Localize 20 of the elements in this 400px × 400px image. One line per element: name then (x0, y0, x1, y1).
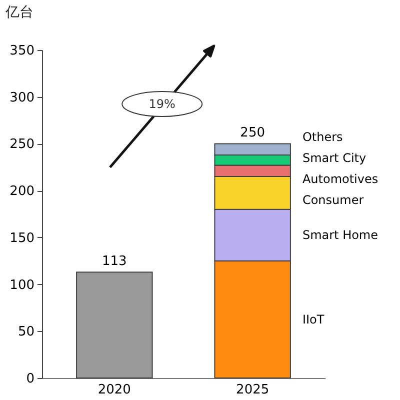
series-label: Consumer (302, 192, 364, 207)
x-tick-label: 2020 (98, 382, 131, 398)
series-label: IIoT (302, 312, 325, 326)
y-tick-label: 350 (10, 44, 34, 58)
y-tick-label: 300 (10, 90, 34, 106)
y-tick-label: 200 (10, 184, 34, 200)
y-axis-title: 亿台 (4, 4, 34, 20)
series-label: Smart Home (302, 228, 378, 242)
annotation: 19% (148, 97, 176, 112)
total-label: 113 (102, 254, 127, 270)
series-label: Automotives (302, 172, 378, 186)
total-label: 250 (240, 126, 266, 141)
x-tick-label: 2025 (236, 382, 270, 398)
y-tick-label: 0 (26, 372, 34, 386)
y-tick-label: 150 (10, 230, 34, 246)
y-tick-label: 250 (10, 137, 34, 152)
series-label: Smart City (302, 150, 366, 165)
y-tick-label: 100 (10, 278, 34, 293)
series-label: Others (302, 130, 343, 144)
y-tick-label: 50 (18, 324, 34, 340)
